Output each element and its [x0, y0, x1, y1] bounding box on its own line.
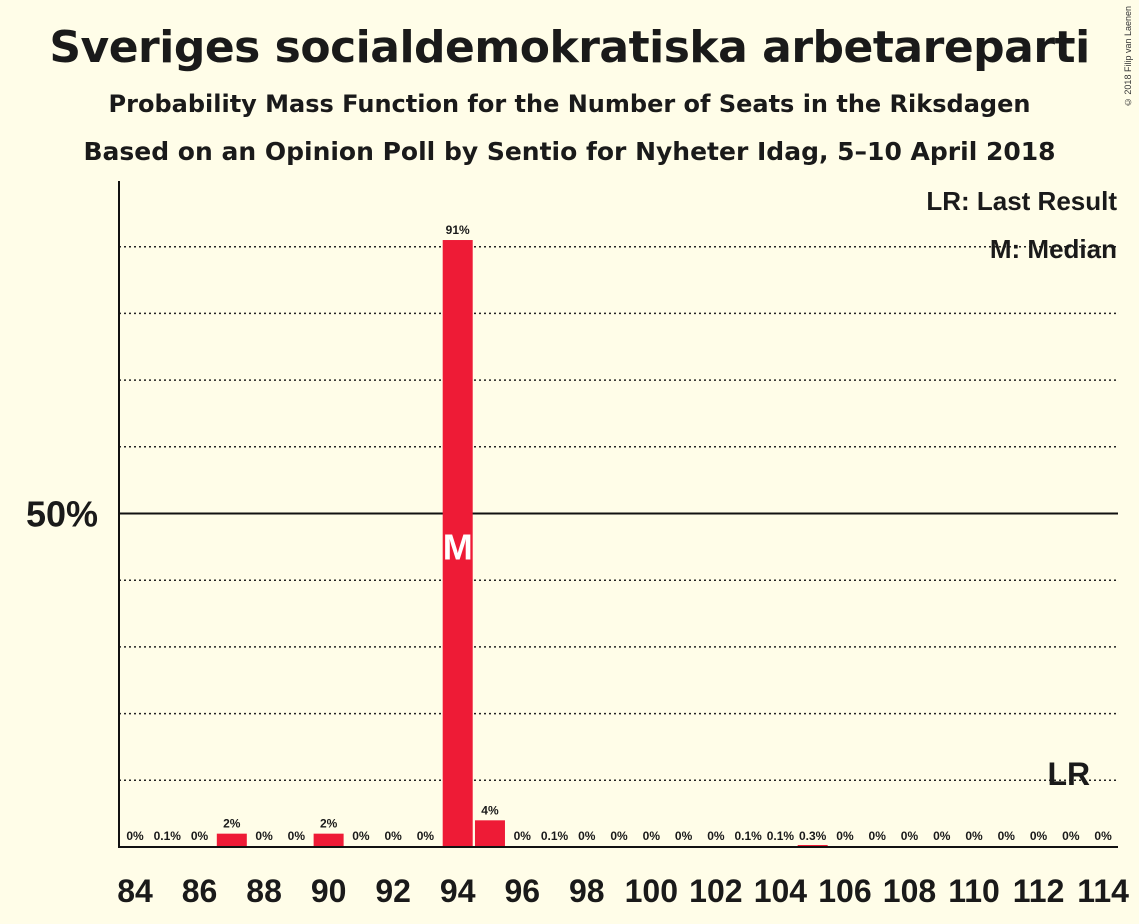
x-tick-label: 92	[375, 873, 411, 909]
chart-subtitle: Probability Mass Function for the Number…	[108, 90, 1031, 118]
bar-value-label: 0%	[901, 829, 919, 843]
bar-value-label: 2%	[223, 817, 241, 831]
bar-seat-95	[474, 820, 505, 847]
legend-last-result: LR: Last Result	[926, 186, 1117, 216]
bar-value-label: 0%	[578, 829, 596, 843]
bar-value-label: 0%	[1062, 829, 1080, 843]
bar-value-label: 0.1%	[541, 829, 569, 843]
last-result-marker: LR	[1048, 756, 1091, 792]
x-tick-label: 98	[569, 873, 605, 909]
bar-value-label: 4%	[481, 803, 499, 817]
x-tick-label: 114	[1077, 873, 1129, 909]
x-tick-label: 94	[440, 873, 476, 909]
bar-value-label: 0%	[255, 829, 273, 843]
bar-value-label: 91%	[446, 223, 470, 237]
bar-value-label: 0%	[352, 829, 370, 843]
x-tick-label: 100	[625, 873, 678, 909]
bar-value-label: 0.3%	[799, 829, 827, 843]
bar-value-label: 0%	[933, 829, 951, 843]
bar-value-label: 0%	[126, 829, 144, 843]
bar-value-label: 0.1%	[767, 829, 795, 843]
bar-seat-94	[442, 240, 473, 847]
chart-source: Based on an Opinion Poll by Sentio for N…	[83, 137, 1056, 166]
bar-value-label: 0%	[965, 829, 983, 843]
x-tick-label: 90	[311, 873, 347, 909]
x-tick-label: 106	[818, 873, 871, 909]
x-tick-label: 110	[948, 873, 1000, 909]
bar-value-label: 0%	[610, 829, 628, 843]
bar-value-label: 0%	[288, 829, 306, 843]
x-tick-label: 104	[754, 873, 808, 909]
bar-value-label: 0%	[1030, 829, 1048, 843]
y-tick-label: 50%	[26, 494, 98, 535]
chart-title: Sveriges socialdemokratiska arbetarepart…	[49, 22, 1090, 73]
bar-seat-90	[313, 833, 344, 847]
bar-value-label: 0%	[869, 829, 887, 843]
bar-value-label: 0%	[675, 829, 693, 843]
bar-value-label: 0%	[191, 829, 209, 843]
x-tick-label: 86	[182, 873, 218, 909]
bar-seat-105	[797, 844, 828, 847]
bar-value-label: 0%	[707, 829, 725, 843]
bar-seat-87	[216, 833, 247, 847]
bar-value-label: 0.1%	[734, 829, 762, 843]
bar-value-label: 0%	[998, 829, 1016, 843]
x-tick-label: 112	[1013, 873, 1065, 909]
x-tick-label: 96	[504, 873, 540, 909]
bar-value-label: 0%	[836, 829, 854, 843]
x-tick-label: 102	[689, 873, 742, 909]
median-marker: M	[443, 527, 473, 568]
bar-value-label: 0%	[643, 829, 661, 843]
bar-value-label: 0%	[514, 829, 532, 843]
x-tick-label: 88	[246, 873, 282, 909]
bar-value-label: 0%	[1094, 829, 1112, 843]
x-tick-label: 84	[117, 873, 153, 909]
x-tick-label: 108	[883, 873, 936, 909]
bar-value-label: 2%	[320, 817, 338, 831]
bar-value-label: 0%	[417, 829, 435, 843]
bar-value-label: 0%	[384, 829, 402, 843]
bar-value-label: 0.1%	[154, 829, 182, 843]
legend-median: M: Median	[990, 234, 1117, 264]
